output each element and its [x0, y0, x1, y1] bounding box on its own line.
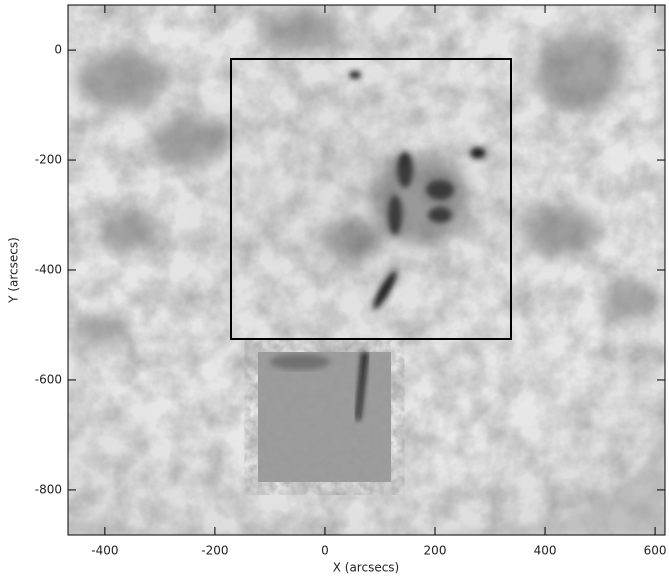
x-tick-label: 200 [424, 544, 447, 558]
x-tick-label: -400 [91, 544, 118, 558]
y-tick-label: 0 [54, 43, 62, 57]
chart: X (arcsecs) Y (arcsecs) -400 -200 0 200 400 6… [0, 0, 669, 579]
page: X (arcsecs) Y (arcsecs) -400 -200 0 200 400 6… [0, 0, 669, 579]
y-tick-label: -800 [35, 482, 62, 496]
x-tick-label: 600 [644, 544, 667, 558]
x-tick-label: -200 [201, 544, 228, 558]
x-tick-label: 0 [321, 544, 329, 558]
y-tick-label: -400 [35, 263, 62, 277]
x-axis-title: X (arcsecs) [333, 561, 400, 575]
y-tick-label: -200 [35, 153, 62, 167]
solar-image [68, 5, 665, 538]
inset-image [258, 352, 391, 482]
y-tick-label: -600 [35, 372, 62, 386]
y-axis-title: Y (arcsecs) [7, 237, 21, 304]
x-tick-label: 400 [534, 544, 557, 558]
